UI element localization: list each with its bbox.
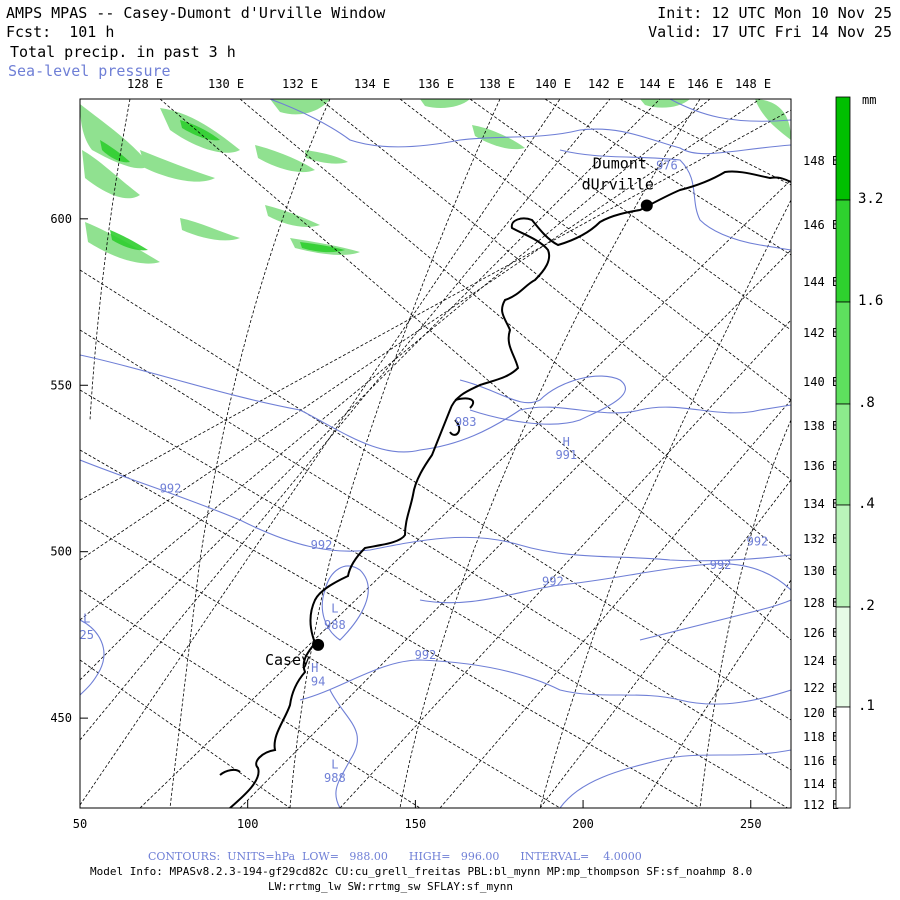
isobar-label: 992 — [160, 481, 182, 495]
y-tick-label: 600 — [50, 212, 72, 226]
x-tick-label: 250 — [740, 817, 762, 831]
top-longitude-label: 136 E — [418, 77, 455, 91]
isobar-label: 983 — [455, 415, 477, 429]
y-tick-label: 450 — [50, 711, 72, 725]
coastline — [219, 170, 791, 808]
isobar-label: 992 — [415, 648, 437, 662]
x-tick-label: 100 — [237, 817, 259, 831]
map-title: AMPS MPAS -- Casey-Dumont d'Urville Wind… — [6, 4, 386, 22]
top-longitude-label: 134 E — [354, 77, 391, 91]
longitude-grid — [80, 99, 791, 808]
model-info: Model Info: MPASv8.2.3-194-gf29cd82c CU:… — [90, 865, 753, 878]
colorbar-label: .2 — [858, 598, 875, 614]
pressure-center: H — [311, 661, 318, 675]
colorbar-unit: mm — [862, 93, 877, 107]
x-axis-ticks: 50 100 150 200 250 — [73, 800, 762, 831]
colorbar-swatch — [835, 504, 851, 608]
isobar-label: 988 — [324, 618, 346, 632]
right-longitude-label: 128 E — [803, 596, 840, 610]
forecast-hour: Fcst: 101 h — [6, 23, 115, 41]
right-longitude-label: 138 E — [803, 419, 840, 433]
colorbar-swatch — [835, 301, 851, 405]
isobar-label: 992 — [542, 575, 564, 589]
colorbar-swatch-empty — [835, 706, 851, 809]
right-longitude-label: 116 E — [803, 754, 840, 768]
station-marker — [312, 638, 325, 651]
right-longitude-label: 148 E — [803, 154, 840, 168]
top-longitude-label: 132 E — [282, 77, 319, 91]
right-longitude-label: 124 E — [803, 654, 840, 668]
right-longitude-label: 118 E — [803, 730, 840, 744]
isobar-contours — [80, 99, 791, 808]
x-tick-label: 150 — [405, 817, 427, 831]
right-longitude-label: 112 E — [803, 798, 840, 812]
overlay-name: Sea-level pressure — [8, 62, 171, 80]
y-tick-label: 500 — [50, 545, 72, 559]
field-name: Total precip. in past 3 h — [10, 43, 236, 61]
top-longitude-label: 142 E — [588, 77, 625, 91]
right-longitude-label: 126 E — [803, 626, 840, 640]
colorbar-label: 1.6 — [858, 293, 884, 309]
precip-shading — [80, 99, 791, 264]
right-longitude-label: 114 E — [803, 777, 840, 791]
right-longitude-label: 130 E — [803, 564, 840, 578]
top-longitude-label: 146 E — [687, 77, 724, 91]
pressure-center: L — [83, 611, 90, 625]
right-longitude-label: 140 E — [803, 375, 840, 389]
pressure-center: L — [331, 758, 338, 772]
isobar-label: 94 — [311, 675, 325, 689]
right-longitude-label: 146 E — [803, 218, 840, 232]
top-longitude-label: 128 E — [127, 77, 164, 91]
colorbar-swatch — [835, 403, 851, 506]
colorbar-swatch — [835, 606, 851, 708]
valid-time: Valid: 17 UTC Fri 14 Nov 25 — [648, 23, 892, 41]
right-longitude-label: 122 E — [803, 681, 840, 695]
right-longitude-label: 136 E — [803, 459, 840, 473]
right-longitude-label: 120 E — [803, 706, 840, 720]
top-longitude-label: 144 E — [639, 77, 676, 91]
isobar-label: 992 — [710, 558, 732, 572]
top-longitude-label: 130 E — [208, 77, 245, 91]
isobar-label: 988 — [324, 771, 346, 785]
x-tick-label: 200 — [572, 817, 594, 831]
isobar-label: 992 — [311, 538, 333, 552]
colorbar-label: .1 — [858, 698, 875, 714]
pressure-centers: H L H L L — [83, 435, 570, 772]
right-longitude-label: 144 E — [803, 275, 840, 289]
pressure-center: L — [331, 601, 338, 615]
isobar-label: 25 — [79, 628, 93, 642]
y-axis-ticks: 450 500 550 600 — [50, 212, 88, 725]
right-longitude-label: 134 E — [803, 497, 840, 511]
top-longitude-label: 138 E — [479, 77, 516, 91]
station-label: Dumont — [593, 155, 647, 173]
colorbar-swatch — [835, 199, 851, 303]
colorbar — [835, 96, 851, 809]
model-info-line2: LW:rrtmg_lw SW:rrtmg_sw SFLAY:sf_mynn — [268, 880, 514, 893]
colorbar-label: .4 — [858, 496, 875, 512]
right-longitude-label: 132 E — [803, 532, 840, 546]
contour-info: CONTOURS: UNITS=hPa LOW= 988.00 HIGH= 99… — [148, 850, 642, 863]
y-tick-label: 550 — [50, 378, 72, 392]
top-longitude-label: 148 E — [735, 77, 772, 91]
isobar-label: 991 — [555, 448, 577, 462]
isobar-label: 992 — [747, 535, 769, 549]
station-label: Casey — [265, 651, 310, 669]
pressure-labels: 976 983 991 992 992 992 992 992 992 988 988 25 94 — [79, 159, 768, 785]
x-tick-label: 50 — [73, 817, 87, 831]
station-label: dUrville — [582, 176, 654, 194]
colorbar-label: 3.2 — [858, 191, 884, 207]
top-longitude-label: 140 E — [535, 77, 572, 91]
pressure-center: H — [563, 435, 570, 449]
colorbar-swatch — [835, 96, 851, 201]
init-time: Init: 12 UTC Mon 10 Nov 25 — [657, 4, 892, 22]
colorbar-label: .8 — [858, 395, 875, 411]
right-longitude-label: 142 E — [803, 326, 840, 340]
isobar-label: 976 — [656, 159, 678, 173]
stations: Casey Dumont dUrville — [265, 155, 654, 669]
plot-frame — [79, 98, 792, 809]
station-marker — [640, 199, 653, 212]
